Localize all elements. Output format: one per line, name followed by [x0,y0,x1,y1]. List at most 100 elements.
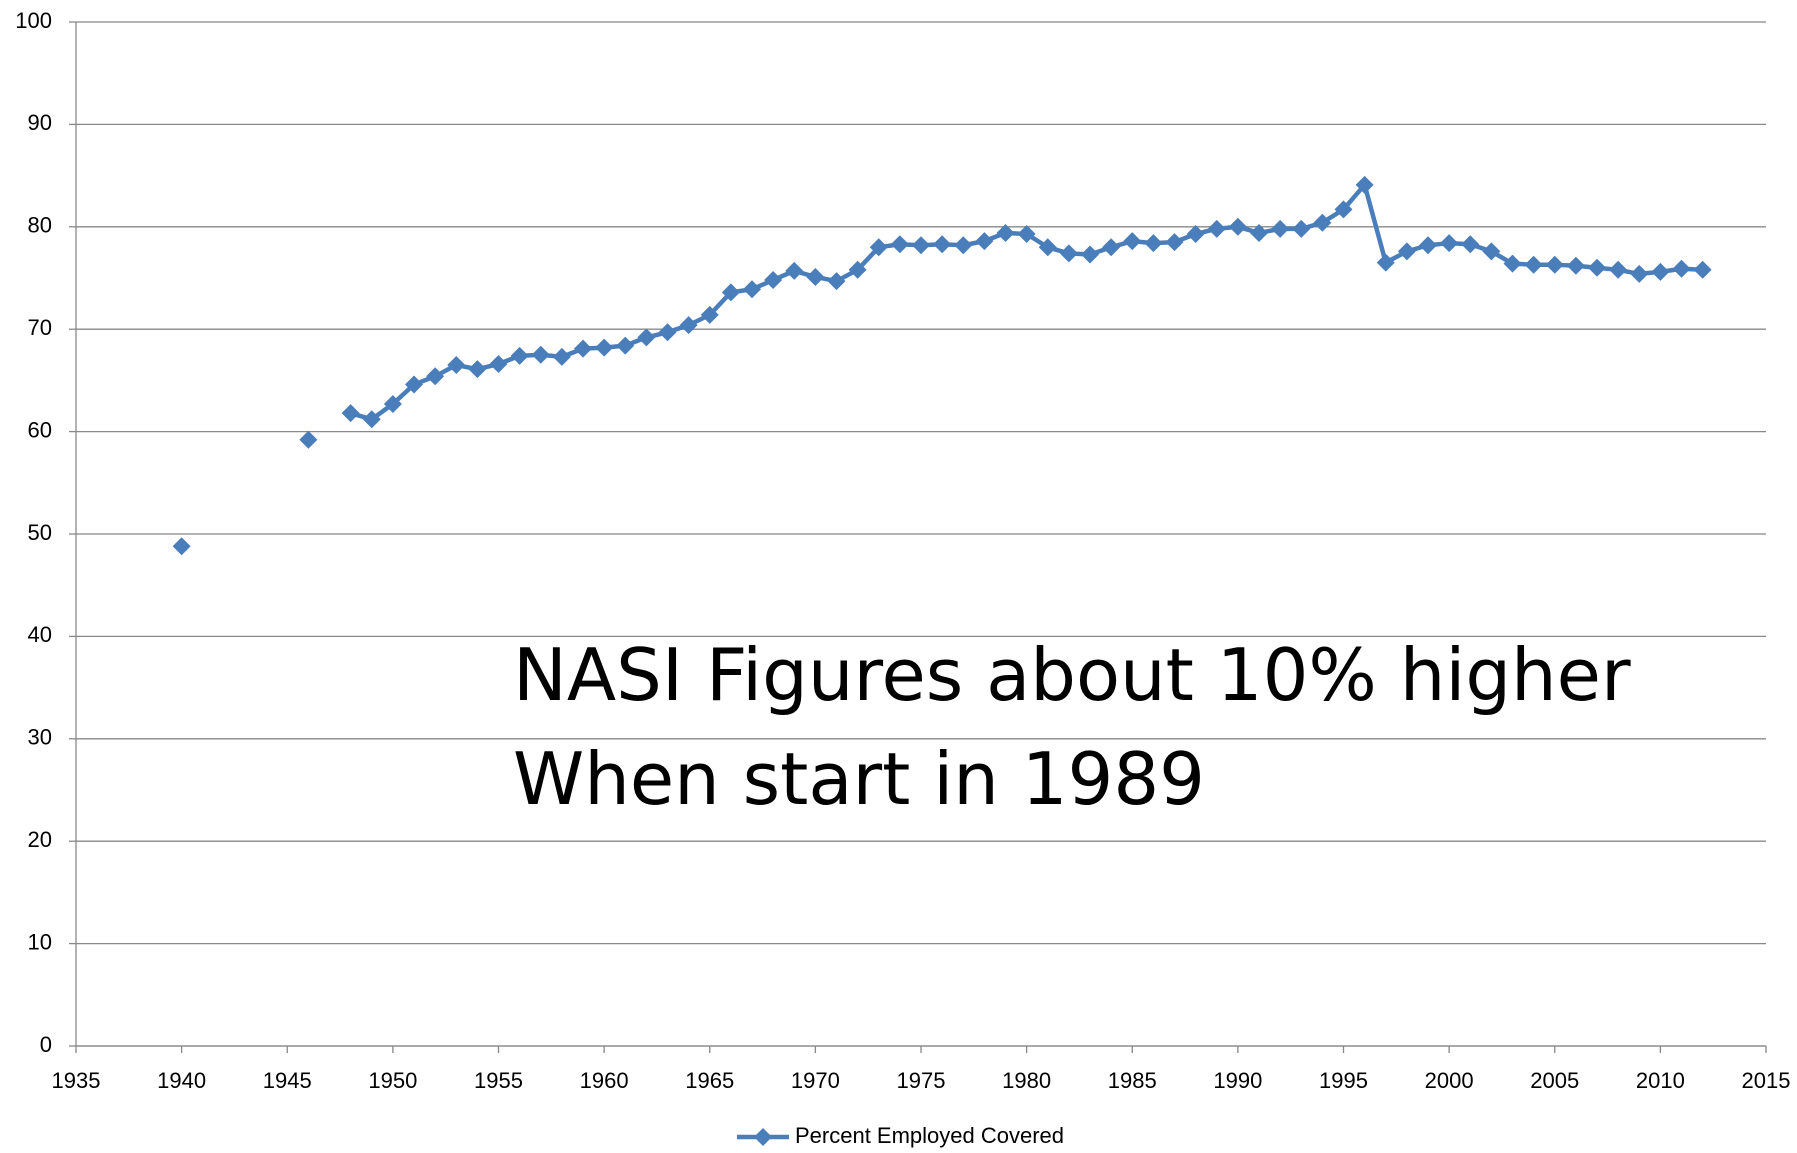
marker [1102,238,1121,257]
marker [1376,253,1395,272]
marker [637,328,656,347]
x-tick-label: 1990 [1213,1068,1262,1093]
y-tick-label: 60 [28,417,52,442]
marker [743,280,761,299]
marker [1250,223,1268,242]
marker [1017,224,1036,243]
marker [172,537,191,556]
marker [426,367,445,386]
x-tick-label: 2005 [1530,1068,1579,1093]
annotation: NASI Figures about 10% higher [513,633,1631,717]
marker [1503,254,1522,273]
marker [785,261,804,280]
x-tick-label: 1995 [1319,1068,1368,1093]
marker [510,346,529,365]
marker [890,235,909,254]
marker [552,347,571,366]
marker [869,238,888,257]
y-tick-label: 50 [28,520,52,545]
marker [1207,219,1226,238]
marker [1123,232,1142,251]
marker [975,232,994,251]
y-tick-label: 100 [15,8,52,33]
y-tick-label: 90 [28,110,52,135]
marker [912,236,930,255]
marker [1186,224,1205,243]
marker [1355,175,1374,194]
x-tick-label: 2010 [1636,1068,1685,1093]
series-line [349,182,1703,422]
marker [1397,242,1416,261]
marker [1461,235,1480,254]
x-tick-label: 1980 [1002,1068,1051,1093]
marker [1313,213,1332,232]
marker [489,355,508,374]
y-tick-label: 40 [28,622,52,647]
marker [1630,264,1649,283]
x-tick-label: 1970 [791,1068,840,1093]
x-tick-label: 1960 [580,1068,629,1093]
annotation: When start in 1989 [513,737,1205,821]
marker [1292,219,1311,238]
marker [848,260,867,279]
y-tick-label: 30 [28,725,52,750]
marker [595,338,614,357]
y-tick-label: 10 [28,929,52,954]
marker [806,267,825,286]
marker [679,316,698,335]
marker [1482,242,1501,261]
marker [405,375,423,394]
legend-label: Percent Employed Covered [795,1123,1064,1148]
marker [1672,259,1691,278]
marker [1566,256,1585,275]
y-tick-label: 0 [40,1032,52,1057]
marker [362,410,381,429]
marker [1081,245,1099,264]
x-tick-label: 2015 [1742,1068,1791,1093]
marker [827,272,846,291]
marker [658,323,677,342]
marker [1228,217,1247,236]
marker [1334,200,1353,219]
marker [721,283,740,302]
x-tick-label: 1955 [474,1068,523,1093]
marker [1419,236,1437,255]
legend-marker [754,1128,772,1146]
marker [574,339,592,358]
marker [299,430,318,449]
marker [447,356,466,375]
marker [616,336,635,355]
x-tick-label: 1975 [897,1068,946,1093]
x-tick-label: 2000 [1425,1068,1474,1093]
x-tick-label: 1935 [52,1068,101,1093]
marker [1693,260,1712,279]
x-tick-label: 1950 [368,1068,417,1093]
y-tick-label: 70 [28,315,52,340]
marker [1144,234,1163,253]
marker [1165,233,1184,252]
marker [700,305,719,324]
marker [1545,255,1564,274]
marker [764,271,783,290]
x-tick-label: 1940 [157,1068,206,1093]
marker [954,236,973,255]
marker [996,223,1015,242]
marker [468,360,487,379]
marker [1609,260,1628,279]
marker [933,235,952,254]
x-tick-label: 1945 [263,1068,312,1093]
y-tick-label: 80 [28,213,52,238]
marker [1038,238,1057,257]
marker [341,404,360,423]
marker [1588,258,1606,277]
marker [1524,255,1543,274]
marker [1059,244,1078,263]
marker [1271,219,1290,238]
marker [1651,262,1670,281]
y-tick-label: 20 [28,827,52,852]
marker [383,394,402,413]
x-tick-label: 1985 [1108,1068,1157,1093]
marker [1440,234,1459,253]
marker [531,345,550,364]
